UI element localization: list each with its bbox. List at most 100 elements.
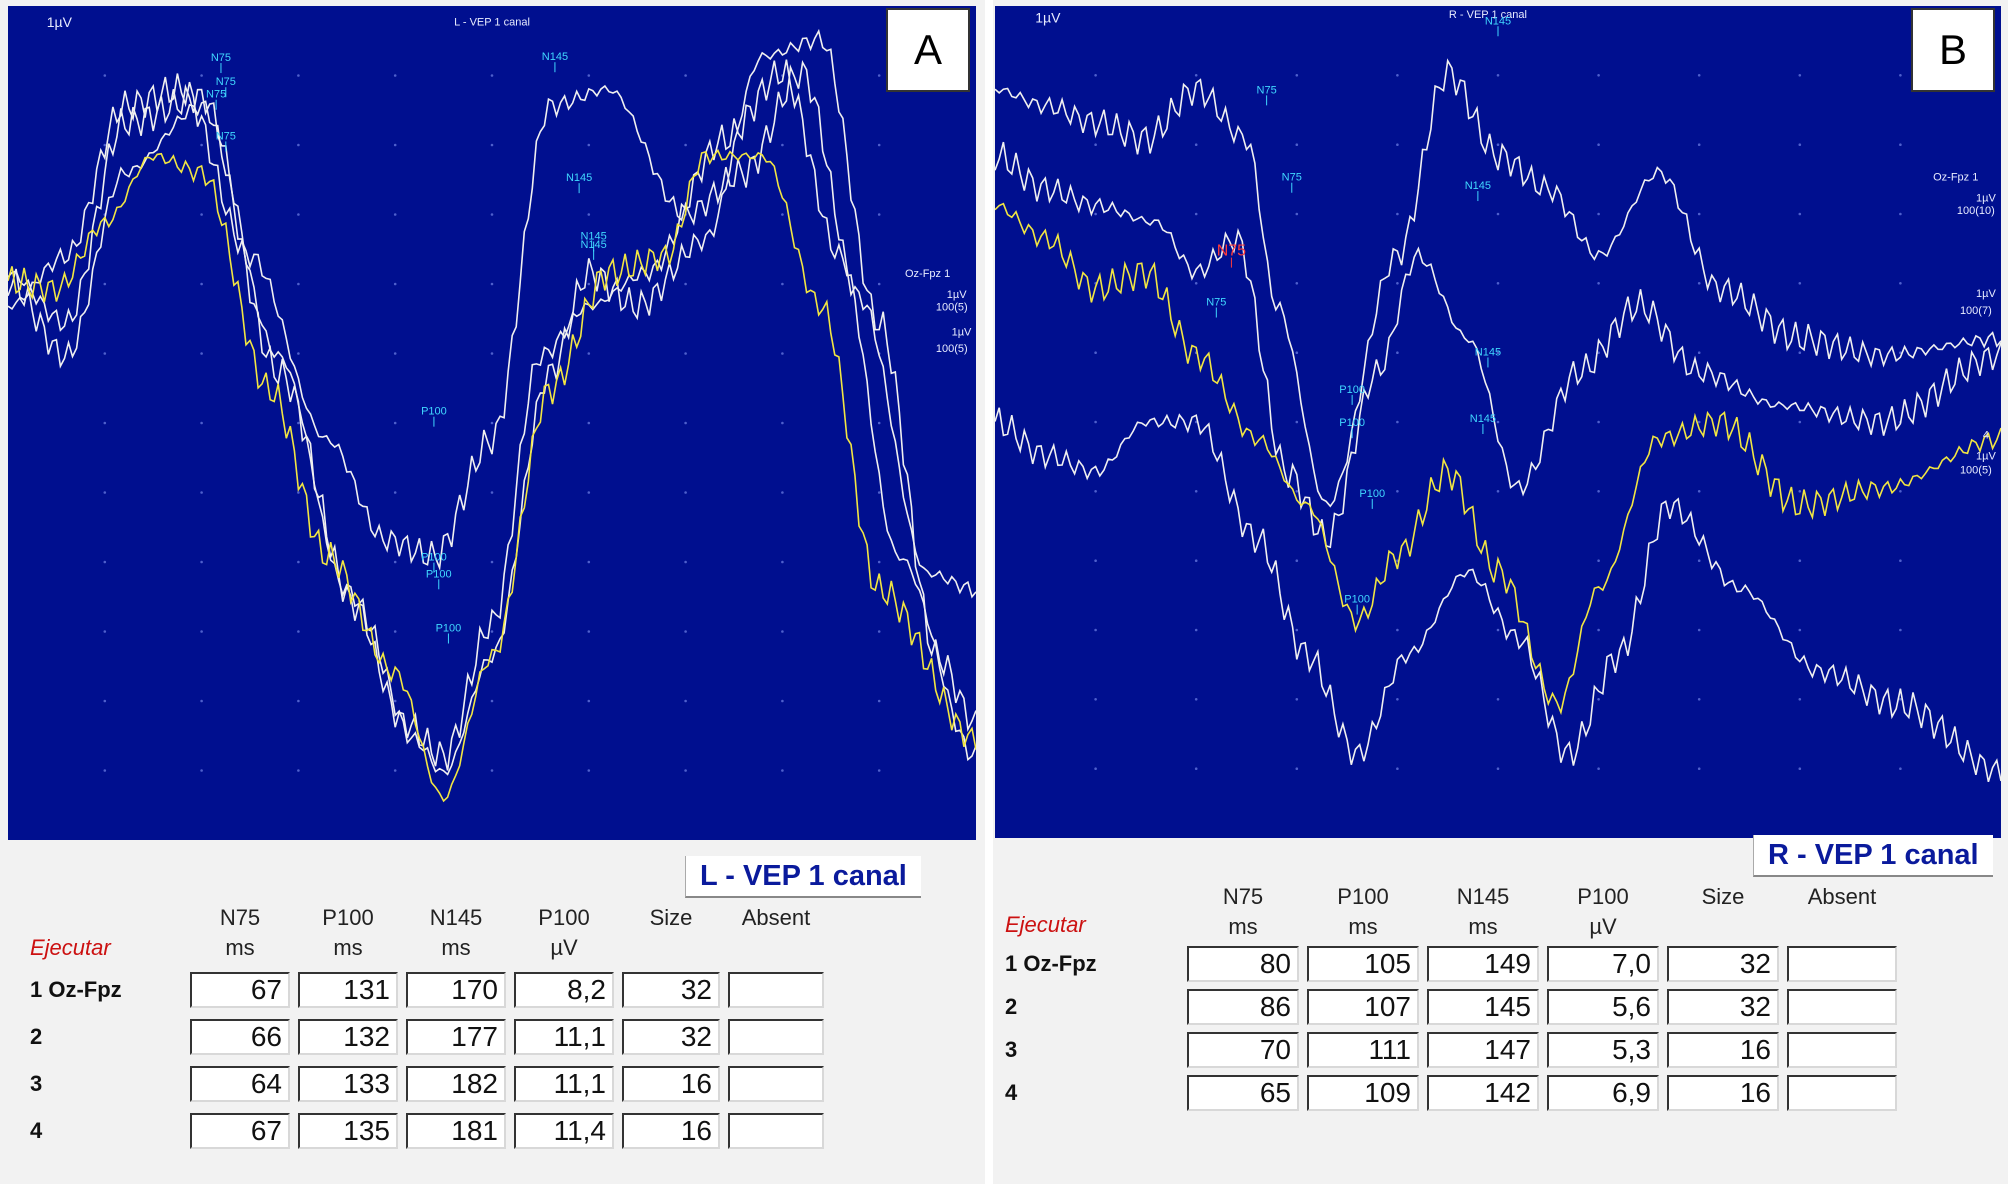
grid-dot (1899, 143, 1902, 146)
grid-dot (1697, 767, 1701, 770)
panel-letter-a: A (886, 8, 970, 92)
grid-dot (781, 213, 784, 216)
grid-dot (1597, 143, 1600, 146)
grid-dot (490, 491, 494, 494)
table-cell: 32 (1667, 989, 1779, 1025)
table-cell: 6,9 (1547, 1075, 1659, 1111)
col-header-unit: ms (441, 935, 471, 960)
grid-dot (1396, 420, 1399, 424)
grid-dot (297, 74, 300, 77)
col-header-5: Size (1668, 882, 1778, 912)
side-label: 1µV (1976, 288, 1996, 300)
peak-label-n145: N145 (580, 239, 606, 251)
peak-label-n145: N145 (1485, 15, 1511, 27)
table-cell[interactable] (1787, 989, 1897, 1025)
grid-dot (1396, 767, 1399, 770)
grid-dot (1496, 143, 1500, 146)
table-cell: 66 (190, 1019, 290, 1055)
row-label: 3 (30, 1071, 43, 1096)
table-cell[interactable] (728, 1113, 824, 1149)
waveform-trace-1 (8, 60, 976, 599)
grid-dot (1697, 490, 1701, 493)
results-table-a: N75 ms P100 ms N145 ms P100 µV Size Absent Ejecuta… (0, 0, 985, 1184)
col-header-4: P100 µV (509, 903, 619, 963)
peak-label-p100: P100 (436, 623, 462, 635)
col-header-name: Absent (741, 905, 811, 930)
table-cell: 16 (622, 1113, 720, 1149)
grid-dot (1295, 351, 1299, 355)
col-header-1: N75 ms (185, 903, 295, 963)
peak-label-p100: P100 (421, 406, 447, 418)
table-cell: 149 (1427, 946, 1539, 982)
grid-dots-0 (103, 74, 881, 772)
table-cell[interactable] (1787, 1075, 1897, 1111)
grid-dot (1496, 698, 1500, 701)
grid-dot (490, 699, 494, 703)
row-label: 4 (1005, 1080, 1018, 1105)
side-label: 1µV (1976, 450, 1996, 462)
grid-dot (490, 74, 494, 77)
grid-dot (684, 699, 687, 703)
grid-dot (1194, 490, 1198, 493)
peak-label-n75: N75 (1217, 243, 1246, 260)
table-cell: 182 (406, 1066, 506, 1102)
grid-dot (297, 352, 300, 355)
grid-dot (1396, 628, 1399, 632)
table-cell[interactable] (728, 1066, 824, 1102)
grid-dot (1697, 559, 1701, 562)
grid-dot (393, 213, 397, 216)
grid-dot (877, 769, 881, 772)
grid-dot (1396, 351, 1399, 355)
grid-dot (1697, 143, 1701, 146)
grid-dot (393, 630, 397, 633)
grid-dot (1496, 490, 1500, 493)
grid-dot (1295, 559, 1299, 562)
grid-dot (781, 421, 784, 425)
grid-dot (1094, 143, 1097, 146)
table-cell: 111 (1307, 1032, 1419, 1068)
grid-dot (684, 491, 687, 494)
row-label: 1 Oz-Fpz (1005, 951, 1097, 976)
col-header-name: N75 (219, 905, 261, 930)
grid-dot (1597, 74, 1600, 77)
grid-dot (1396, 698, 1399, 701)
grid-dot (297, 769, 300, 772)
col-header-unit: ms (1468, 914, 1498, 939)
grid-dot (1194, 628, 1198, 632)
grid-dot (297, 213, 300, 216)
table-cell[interactable] (728, 1019, 824, 1055)
grid-dot (103, 74, 107, 77)
panel-divider (985, 0, 993, 1184)
grid-dot (877, 143, 881, 147)
ejecutar-label[interactable]: Ejecutar (30, 935, 111, 960)
grid-dot (1697, 420, 1701, 424)
grid-dot (1597, 351, 1600, 355)
grid-dot (684, 282, 687, 286)
grid-dot (1094, 420, 1097, 424)
table-cell[interactable] (728, 972, 824, 1008)
table-cell: 70 (1187, 1032, 1299, 1068)
plot-top-title: R - VEP 1 canal (1449, 9, 1527, 21)
grid-dot (1697, 628, 1701, 632)
grid-dot (200, 560, 203, 564)
table-cell: 145 (1427, 989, 1539, 1025)
table-cell[interactable] (1787, 1032, 1897, 1068)
grid-dot (1597, 490, 1600, 493)
grid-dot (587, 699, 591, 703)
col-header-2: P100 ms (293, 903, 403, 963)
grid-dot (1396, 74, 1399, 77)
table-cell: 133 (298, 1066, 398, 1102)
table-cell[interactable] (1787, 946, 1897, 982)
table-cell: 64 (190, 1066, 290, 1102)
grid-dot (490, 630, 494, 633)
grid-dot (1798, 143, 1802, 146)
grid-dot (1295, 143, 1299, 146)
ejecutar-label[interactable]: Ejecutar (1005, 912, 1086, 937)
peak-label-n75: N75 (211, 52, 231, 64)
table-cell: 32 (1667, 946, 1779, 982)
grid-dot (1899, 628, 1902, 632)
grid-dot (200, 699, 203, 703)
peak-label-n75: N75 (206, 89, 226, 101)
grid-dot (684, 352, 687, 355)
